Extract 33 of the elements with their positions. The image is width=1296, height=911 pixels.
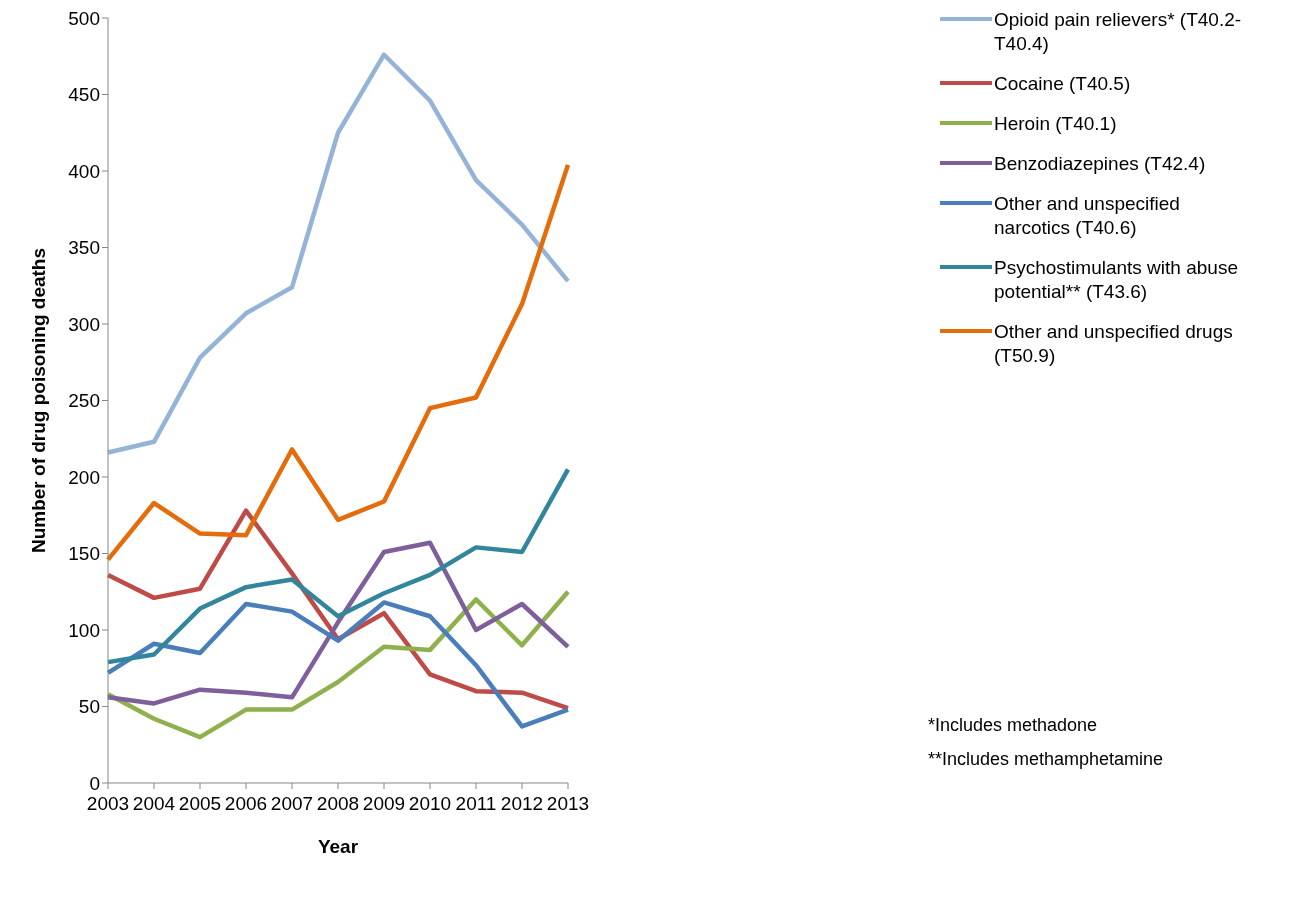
y-tick-label: 250: [68, 390, 100, 412]
x-axis-title: Year: [317, 836, 359, 857]
x-tick-label: 2008: [316, 793, 360, 815]
x-tick-label: 2011: [455, 793, 497, 815]
y-tick-label: 50: [78, 696, 100, 718]
x-tick-label: 2009: [362, 793, 406, 815]
legend-label: Opioid pain relievers* (T40.2-T40.4): [994, 8, 1243, 56]
x-tick-label: 2004: [132, 793, 176, 815]
text: *Includes methadone: [928, 714, 1099, 737]
y-tick-label: 150: [68, 543, 100, 565]
x-tick-label: 2006: [224, 793, 268, 815]
legend-label: Heroin (T40.1): [994, 112, 1117, 136]
y-axis-title: Number of drug poisoning deaths: [27, 247, 49, 554]
y-tick-label: 0: [89, 772, 100, 794]
y-tick-label: 400: [68, 160, 100, 182]
y-tick-label: 500: [68, 7, 100, 29]
y-tick-label: 350: [68, 237, 100, 259]
text: **Includes methamphetamine: [928, 748, 1164, 771]
x-tick-label: 2010: [408, 793, 452, 815]
x-tick-label: 2003: [86, 793, 130, 815]
y-tick-label: 300: [68, 313, 100, 335]
x-tick-label: 2012: [500, 793, 544, 815]
x-tick-label: 2005: [178, 793, 222, 815]
legend-label: Cocaine (T40.5): [994, 72, 1131, 96]
legend-label: Other and unspecified narcotics (T40.6): [994, 192, 1181, 240]
y-tick-label: 450: [68, 84, 100, 106]
legend-label: Psychostimulants with abuse potential** (T43.6): [994, 256, 1239, 304]
y-tick-label: 200: [68, 466, 100, 488]
x-tick-label: 2013: [546, 793, 590, 815]
y-tick-label: 100: [68, 619, 100, 641]
legend-label: Benzodiazepines (T42.4): [994, 152, 1206, 176]
x-tick-label: 2007: [270, 793, 314, 815]
legend-label: Other and unspecified drugs (T50.9): [994, 320, 1234, 368]
